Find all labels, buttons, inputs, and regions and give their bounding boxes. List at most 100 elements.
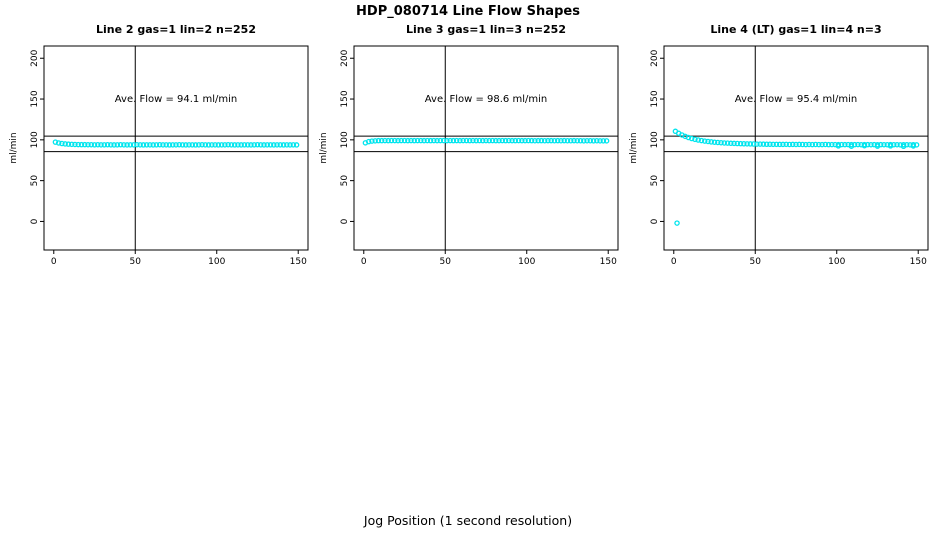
data-point: [532, 137, 538, 144]
data-point: [842, 141, 848, 148]
data-point: [382, 137, 388, 144]
data-point: [900, 143, 907, 150]
data-point: [114, 142, 121, 148]
data-point: [731, 140, 737, 147]
data-point: [763, 141, 770, 147]
data-point: [776, 141, 783, 148]
data-point: [290, 142, 297, 148]
data-point: [760, 141, 767, 147]
data-point: [767, 141, 773, 147]
data-point: [744, 141, 750, 147]
data-point: [134, 141, 140, 148]
data-point: [803, 141, 809, 148]
data-point: [773, 141, 780, 148]
panel-line-3-ave-flow: Ave. Flow = 98.6 ml/min: [424, 94, 548, 105]
data-point: [780, 141, 786, 148]
data-point: [378, 137, 385, 144]
data-point: [741, 141, 747, 147]
data-point: [91, 142, 98, 148]
data-point: [418, 137, 424, 144]
data-point: [160, 142, 166, 148]
data-point: [695, 137, 701, 143]
data-point: [169, 142, 176, 148]
data-point: [222, 142, 228, 148]
data-point: [52, 139, 59, 145]
panel-line-2-title: Line 2 gas=1 lin=2 n=252: [95, 23, 256, 36]
data-point: [192, 142, 199, 148]
panel-line-3: Line 3 gas=1 lin=3 n=252 0 50 100 150 0 50 100…: [312, 22, 622, 270]
panel-line-3-plot: 0 50 100 150 0 50 100 150 200 ml/min: [319, 45, 619, 267]
data-point: [711, 139, 718, 145]
y-tick-label: 100: [30, 131, 40, 148]
data-point: [248, 142, 254, 148]
data-point: [806, 141, 812, 148]
data-point: [111, 142, 117, 148]
data-point: [244, 142, 251, 148]
data-point: [401, 137, 408, 144]
data-point: [692, 136, 698, 143]
data-point: [398, 137, 405, 144]
x-tick-label: 100: [828, 257, 845, 267]
data-point: [199, 141, 205, 148]
data-point: [205, 142, 212, 148]
data-point: [62, 141, 68, 147]
data-point: [231, 142, 238, 148]
data-point: [538, 137, 545, 144]
data-point: [525, 137, 532, 144]
data-point: [388, 137, 395, 144]
data-point: [427, 137, 434, 144]
data-point: [457, 137, 463, 144]
y-tick-label: 150: [650, 90, 660, 107]
y-tick-label: 150: [30, 90, 40, 107]
data-point: [522, 137, 528, 144]
data-point: [789, 141, 796, 148]
data-point: [434, 137, 440, 144]
data-point: [78, 141, 85, 148]
data-point: [737, 140, 744, 147]
data-point: [375, 137, 382, 144]
data-point: [179, 142, 186, 148]
data-point: [515, 137, 522, 144]
data-point: [209, 142, 215, 148]
panel-line-2-plot: 0 50 100 150 0 50 100 150 200 ml/min: [9, 45, 309, 267]
data-point: [215, 142, 222, 148]
data-point: [104, 141, 111, 148]
data-point: [793, 141, 799, 148]
plot-box: [43, 45, 309, 251]
data-point: [395, 137, 401, 144]
data-point: [698, 137, 705, 144]
data-point: [603, 138, 610, 144]
x-tick-label: 150: [290, 257, 307, 267]
data-point: [163, 142, 169, 148]
data-point: [137, 142, 143, 148]
data-point: [809, 141, 816, 148]
data-point: [440, 137, 447, 144]
data-point: [757, 141, 763, 147]
data-point: [59, 140, 65, 147]
data-point: [587, 137, 594, 144]
data-point: [196, 142, 202, 148]
x-tick-label: 0: [671, 257, 677, 267]
data-point: [708, 139, 715, 145]
data-point: [271, 142, 277, 148]
data-point: [493, 137, 499, 144]
x-tick-label: 50: [440, 257, 452, 267]
data-point: [861, 142, 868, 149]
data-point: [257, 142, 264, 148]
data-point: [85, 141, 91, 148]
data-point: [202, 142, 209, 148]
data-point: [551, 137, 558, 144]
data-point: [183, 142, 189, 148]
data-point: [489, 137, 496, 144]
data-point: [264, 142, 271, 148]
x-axis-label: Jog Position (1 second resolution): [363, 513, 573, 528]
y-axis-title: ml/min: [629, 132, 639, 163]
data-point: [280, 142, 287, 148]
data-point: [688, 135, 695, 142]
data-point: [577, 137, 584, 144]
data-point: [715, 139, 721, 146]
data-point: [499, 137, 506, 144]
data-point: [385, 137, 391, 144]
data-point: [241, 142, 248, 148]
data-point: [528, 137, 535, 144]
